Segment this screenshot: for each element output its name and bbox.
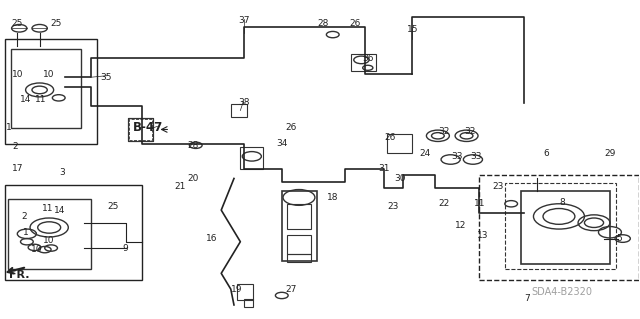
Text: 5: 5 [616,234,622,243]
Text: 2: 2 [22,212,27,221]
Bar [287,235,311,254]
Bar [8,199,91,269]
Text: 8: 8 [559,198,565,207]
Text: 18: 18 [327,193,339,202]
Text: 9: 9 [123,243,129,253]
Text: 16: 16 [206,234,218,243]
Text: FR.: FR. [9,270,29,280]
Bar [479,175,639,280]
Text: 3: 3 [59,168,65,177]
Bar [505,183,616,269]
Text: 38: 38 [238,98,250,107]
Text: 15: 15 [406,25,418,34]
Bar [287,254,311,262]
Text: 26: 26 [385,133,396,142]
Text: 7: 7 [524,294,530,303]
Text: 28: 28 [187,141,198,150]
Text: 6: 6 [543,149,549,158]
Text: 10: 10 [44,236,55,245]
Bar [282,191,317,261]
Text: 30: 30 [394,174,405,183]
Text: 1: 1 [23,228,28,237]
Text: 21: 21 [174,182,186,191]
Text: 37: 37 [238,16,250,25]
Bar [129,119,152,140]
Bar [231,104,246,117]
Text: 33: 33 [451,152,463,161]
Text: 24: 24 [419,149,431,158]
Text: 28: 28 [317,19,329,28]
Bar [241,147,262,169]
Text: 22: 22 [438,199,450,208]
Text: 29: 29 [604,149,616,158]
Bar [127,118,153,141]
Bar [351,54,376,71]
Text: 35: 35 [100,73,112,82]
Text: 34: 34 [276,139,287,148]
Text: 31: 31 [378,165,390,174]
Text: 11: 11 [42,204,53,213]
Text: 23: 23 [388,203,399,211]
Bar [387,134,412,153]
Text: 26: 26 [349,19,361,28]
Text: 32: 32 [438,127,450,136]
Text: 14: 14 [54,206,66,215]
Text: 20: 20 [187,174,198,183]
Text: B-47: B-47 [133,121,163,134]
Text: 32: 32 [464,127,476,136]
Text: 2: 2 [13,142,18,151]
Bar [11,49,81,128]
Bar [237,285,253,300]
Bar [127,118,153,141]
Text: 36: 36 [362,54,374,63]
Bar [287,204,311,229]
Text: 33: 33 [470,152,482,161]
Text: 11: 11 [474,199,485,208]
Bar [4,185,141,280]
Text: 17: 17 [12,165,23,174]
Text: 23: 23 [493,182,504,191]
Text: 27: 27 [285,285,297,294]
Text: 10: 10 [12,70,23,78]
Bar [244,299,253,307]
Text: 10: 10 [44,70,55,78]
Text: 1: 1 [6,123,12,132]
Text: 19: 19 [232,285,243,294]
Text: 25: 25 [12,19,23,28]
Bar [4,39,97,144]
Text: 10: 10 [31,245,42,254]
Bar [521,191,610,264]
Text: 25: 25 [50,19,61,28]
Text: 14: 14 [20,95,31,104]
Text: 26: 26 [285,123,297,132]
Text: 13: 13 [477,231,488,240]
Text: SDA4-B2320: SDA4-B2320 [532,287,593,298]
Text: 25: 25 [108,203,118,211]
Text: 12: 12 [454,221,466,230]
Text: 11: 11 [35,95,47,104]
